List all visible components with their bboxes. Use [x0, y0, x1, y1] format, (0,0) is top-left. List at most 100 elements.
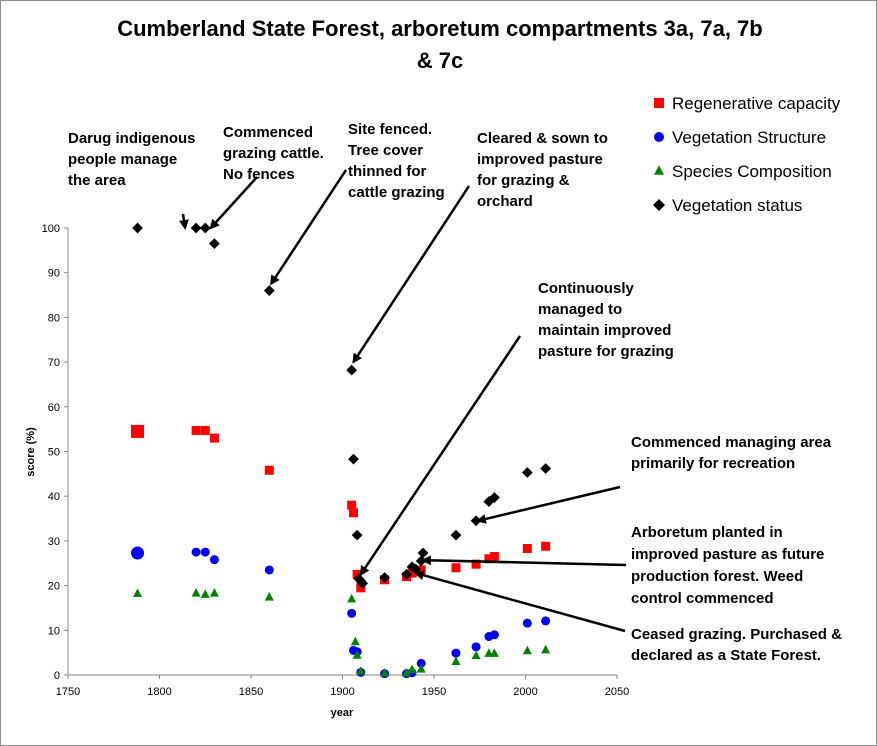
- data-point-square: [522, 543, 532, 553]
- annotation-text: cattle grazing: [348, 184, 445, 201]
- annotation-text: Ceased grazing. Purchased &: [631, 626, 842, 643]
- x-tick-label: 1850: [239, 686, 263, 698]
- annotation-text: Continuously: [538, 280, 634, 297]
- x-tick-label: 2050: [605, 686, 629, 698]
- y-tick-label: 40: [48, 491, 60, 503]
- data-point-diamond: [417, 547, 429, 559]
- data-point-diamond: [401, 569, 412, 580]
- y-tick-label: 30: [48, 536, 60, 548]
- data-point-square: [356, 583, 366, 593]
- data-point-triangle: [209, 588, 219, 597]
- annotation-arrow: [413, 570, 626, 633]
- data-point-triangle: [191, 588, 201, 597]
- y-ticks: 0 10 20 30 40 50 60 70 80 90 100: [42, 223, 68, 682]
- annotation-text: maintain improved: [538, 322, 671, 339]
- data-point-square: [191, 425, 201, 435]
- data-point-square: [541, 541, 551, 551]
- annotation-text: Tree cover: [348, 142, 423, 159]
- data-point-square: [200, 425, 210, 435]
- data-point-triangle: [133, 588, 143, 598]
- data-point-square: [348, 508, 358, 518]
- annotation-arrow: [421, 555, 627, 567]
- data-point-circle: [471, 642, 481, 652]
- legend-marker-square: [654, 98, 664, 108]
- data-point-diamond: [379, 572, 390, 583]
- y-tick-label: 20: [48, 581, 60, 593]
- annotation-arrows: [178, 169, 627, 633]
- legend-label: Vegetation status: [672, 196, 802, 215]
- data-point-square: [264, 465, 274, 475]
- annotation-text: managed to: [538, 301, 622, 318]
- data-point-triangle: [489, 648, 499, 657]
- y-tick-label: 80: [48, 312, 60, 324]
- data-point-diamond: [488, 492, 500, 503]
- data-point-square: [131, 424, 145, 438]
- data-point-triangle: [264, 592, 274, 601]
- data-point-square: [209, 433, 219, 443]
- y-tick-label: 100: [42, 223, 60, 235]
- annotation-arrow: [209, 176, 258, 230]
- annotation-text: Commenced: [223, 124, 313, 141]
- data-point-square: [416, 565, 426, 575]
- annotation-text: production forest. Weed: [631, 568, 803, 585]
- data-point-circle: [264, 565, 274, 575]
- annotation-text: declared as a State Forest.: [631, 647, 821, 664]
- data-point-triangle: [402, 668, 412, 677]
- annotations: Darug indigenous people manage the area Com…: [68, 121, 842, 664]
- annotation-arrow: [270, 169, 348, 286]
- annotation-text: Commenced managing area: [631, 434, 832, 451]
- annotation-text: the area: [68, 172, 126, 189]
- data-point-triangle: [541, 644, 551, 654]
- data-point-triangle: [200, 589, 210, 598]
- annotation-arrow: [352, 185, 471, 364]
- annotation-text: thinned for: [348, 163, 426, 180]
- x-axis-label: year: [331, 707, 354, 719]
- data-point-circle: [489, 630, 499, 640]
- data-points: [131, 222, 552, 679]
- annotation-text: Arboretum planted in: [631, 524, 783, 541]
- y-tick-label: 0: [54, 670, 60, 682]
- x-tick-label: 1900: [330, 686, 354, 698]
- legend-label: Regenerative capacity: [672, 94, 841, 113]
- annotation-text: Site fenced.: [348, 121, 432, 138]
- data-point-diamond: [450, 529, 462, 541]
- data-point-triangle: [451, 656, 461, 665]
- annotation-text: Cleared & sown to: [477, 130, 608, 147]
- data-point-diamond: [346, 364, 358, 376]
- data-point-diamond: [348, 453, 359, 465]
- data-point-square: [471, 559, 481, 569]
- y-tick-label: 60: [48, 402, 60, 414]
- annotation-text: control commenced: [631, 590, 774, 607]
- legend: Regenerative capacity Vegetation Structur…: [653, 94, 841, 215]
- chart-title-line-1: Cumberland State Forest, arboretum compa…: [117, 16, 763, 41]
- x-tick-label: 1950: [422, 686, 446, 698]
- annotation-arrow: [359, 335, 522, 577]
- data-point-diamond: [190, 222, 202, 234]
- x-ticks: 1750 1800 1850 1900 1950 2000 2050: [56, 675, 629, 698]
- annotation-text: Darug indigenous: [68, 130, 196, 147]
- data-point-triangle: [380, 668, 390, 677]
- data-point-square: [484, 554, 494, 564]
- data-point-square: [347, 500, 357, 510]
- data-point-diamond: [263, 285, 275, 296]
- annotation-text: grazing cattle.: [223, 145, 324, 162]
- y-axis-label: score (%): [25, 427, 37, 477]
- data-point-diamond: [199, 222, 211, 234]
- data-point-triangle: [416, 664, 426, 673]
- data-point-circle: [191, 547, 201, 557]
- data-point-circle: [209, 555, 219, 565]
- data-point-diamond: [357, 577, 369, 589]
- data-point-triangle: [347, 593, 357, 603]
- data-point-circle: [416, 658, 426, 668]
- data-point-triangle: [356, 666, 366, 675]
- legend-marker-triangle: [654, 165, 664, 175]
- data-point-square: [451, 563, 461, 573]
- legend-marker-circle: [654, 132, 664, 142]
- annotation-text: people manage: [68, 151, 177, 168]
- y-tick-label: 70: [48, 357, 60, 369]
- legend-label: Vegetation Structure: [672, 128, 826, 147]
- y-tick-label: 10: [48, 625, 60, 637]
- data-point-triangle: [522, 645, 532, 655]
- legend-marker-diamond: [653, 199, 665, 211]
